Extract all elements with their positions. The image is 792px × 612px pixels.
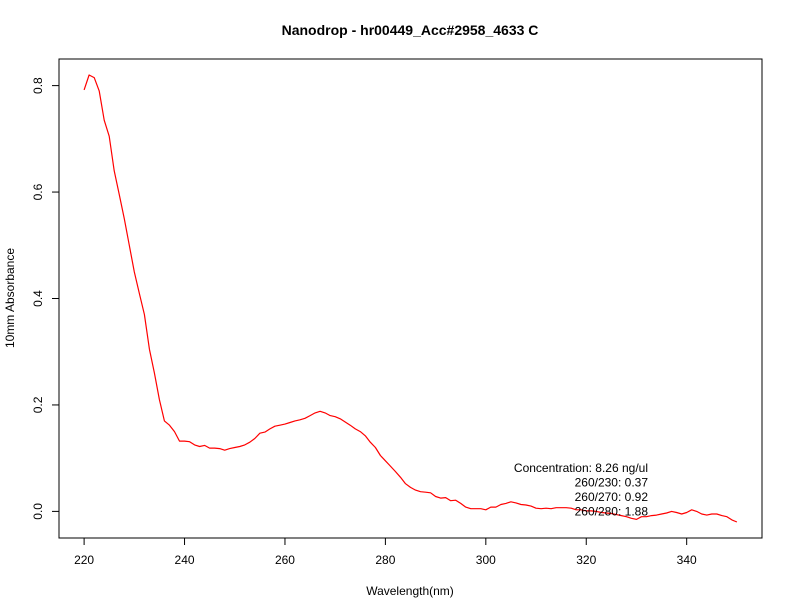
y-tick-label: 0.2 [31, 396, 45, 413]
y-tick-label: 0.6 [31, 183, 45, 200]
annotation-line: Concentration: 8.26 ng/ul [514, 461, 648, 475]
y-axis: 0.0 0.2 0.4 0.6 0.8 [31, 77, 60, 520]
x-tick-label: 280 [375, 553, 395, 567]
y-tick-label: 0.0 [31, 503, 45, 520]
plot-frame [58, 58, 763, 539]
x-tick-label: 260 [275, 553, 295, 567]
annotation-line: 260/280: 1.88 [575, 505, 649, 519]
y-tick-label: 0.8 [31, 77, 45, 94]
y-tick-label: 0.4 [31, 290, 45, 307]
absorbance-line [83, 74, 738, 523]
x-axis-label: Wavelength(nm) [366, 584, 454, 598]
series-layer [83, 74, 738, 523]
x-tick-label: 340 [677, 553, 697, 567]
x-tick-label: 320 [576, 553, 596, 567]
annotation-line: 260/270: 0.92 [575, 490, 649, 504]
x-tick-label: 220 [74, 553, 94, 567]
y-axis-label: 10mm Absorbance [3, 248, 17, 348]
annotation-line: 260/230: 0.37 [575, 476, 649, 490]
x-axis: 220 240 260 280 300 320 340 [74, 537, 697, 567]
x-tick-label: 300 [476, 553, 496, 567]
chart-title: Nanodrop - hr00449_Acc#2958_4633 C [282, 22, 539, 38]
x-tick-label: 240 [175, 553, 195, 567]
